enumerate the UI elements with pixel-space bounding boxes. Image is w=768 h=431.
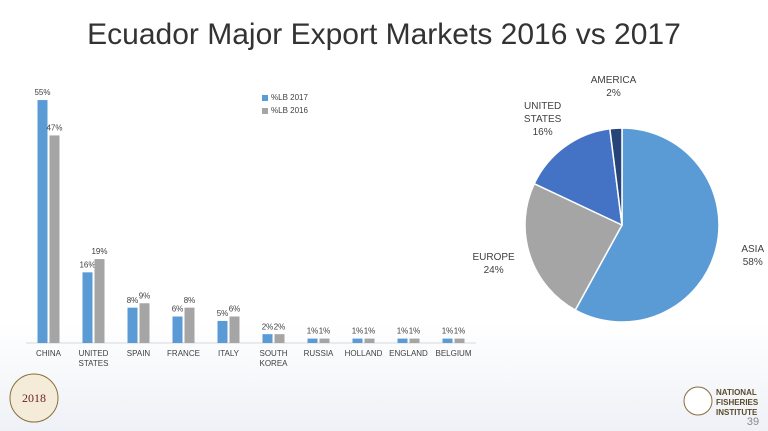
x-tick-label: UNITED STATES — [78, 349, 109, 368]
x-tick-label: ITALY — [217, 349, 240, 358]
bar — [442, 338, 453, 343]
logo-right-text: NATIONAL FISHERIES INSTITUTE — [716, 388, 759, 417]
bar — [364, 338, 375, 343]
bar — [82, 272, 93, 343]
bar — [172, 316, 183, 343]
value-label: 19% — [91, 247, 107, 256]
bar — [37, 100, 48, 343]
bar — [127, 307, 138, 343]
pie-slice — [524, 182, 624, 312]
legend-swatch — [262, 95, 268, 101]
x-tick-label: SOUTH KOREA — [259, 349, 288, 368]
legend-label: %LB 2016 — [271, 106, 308, 115]
value-label: 2% — [262, 322, 274, 331]
value-label: 1% — [454, 327, 466, 336]
value-label: 2% — [274, 322, 286, 331]
slide-title: Ecuador Major Export Markets 2016 vs 201… — [87, 18, 681, 51]
value-label: 47% — [46, 124, 62, 133]
bar — [262, 334, 273, 343]
pie-slice — [609, 127, 623, 226]
bar — [139, 303, 150, 343]
pie-value-label: 58% — [742, 256, 763, 268]
x-tick-label: SPAIN — [126, 349, 151, 358]
pie-label: ASIA 58% — [723, 243, 768, 269]
x-tick-label: HOLLAND — [344, 349, 383, 358]
legend-label: %LB 2017 — [271, 93, 308, 102]
pie-category: ASIA — [741, 243, 765, 255]
x-tick-label: ENGLAND — [389, 349, 428, 358]
x-tick-label: CHINA — [36, 349, 61, 358]
value-label: 8% — [127, 296, 139, 305]
bar — [307, 338, 318, 343]
pie-value-label: 16% — [532, 126, 553, 138]
value-label: 8% — [184, 296, 196, 305]
value-label: 9% — [139, 291, 151, 300]
pie-category: AMERICA — [590, 75, 637, 87]
pie-slice — [533, 127, 623, 227]
pie-value-label: 2% — [606, 88, 621, 100]
pie-label: EUROPE 24% — [464, 251, 524, 277]
value-label: 1% — [364, 327, 376, 336]
logo-left — [9, 373, 59, 423]
value-label: 16% — [79, 260, 95, 269]
value-label: 1% — [397, 327, 409, 336]
value-label: 1% — [319, 327, 331, 336]
value-label: 1% — [442, 327, 454, 336]
value-label: 1% — [307, 327, 319, 336]
pie-label: AMERICA 2% — [584, 74, 644, 100]
bar — [352, 338, 363, 343]
bar — [184, 307, 195, 343]
bar — [229, 316, 240, 343]
value-label: 5% — [217, 309, 229, 318]
pie-value-label: 24% — [483, 264, 504, 276]
bar — [217, 320, 228, 343]
bar — [397, 338, 408, 343]
value-label: 6% — [229, 305, 241, 314]
bar — [319, 338, 330, 343]
x-tick-label: RUSSIA — [303, 349, 334, 358]
pie-category: EUROPE — [472, 251, 515, 263]
bar — [94, 259, 105, 343]
bar — [274, 334, 285, 343]
value-label: 1% — [409, 327, 421, 336]
logo-right-emblem — [683, 386, 713, 416]
pie-slice — [574, 127, 720, 323]
pie-category: UNITED STATES — [523, 100, 562, 125]
logo-left-text: 2018 — [22, 391, 46, 405]
bar — [409, 338, 420, 343]
pie-label: UNITED STATES 16% — [513, 100, 573, 139]
value-label: 6% — [172, 305, 184, 314]
x-tick-label: BELGIUM — [435, 349, 472, 358]
value-label: 1% — [352, 327, 364, 336]
legend-swatch — [262, 108, 268, 114]
value-label: 55% — [34, 88, 50, 97]
bar — [454, 338, 465, 343]
x-tick-label: FRANCE — [167, 349, 200, 358]
page-number: 39 — [746, 416, 760, 428]
bar — [49, 135, 60, 343]
